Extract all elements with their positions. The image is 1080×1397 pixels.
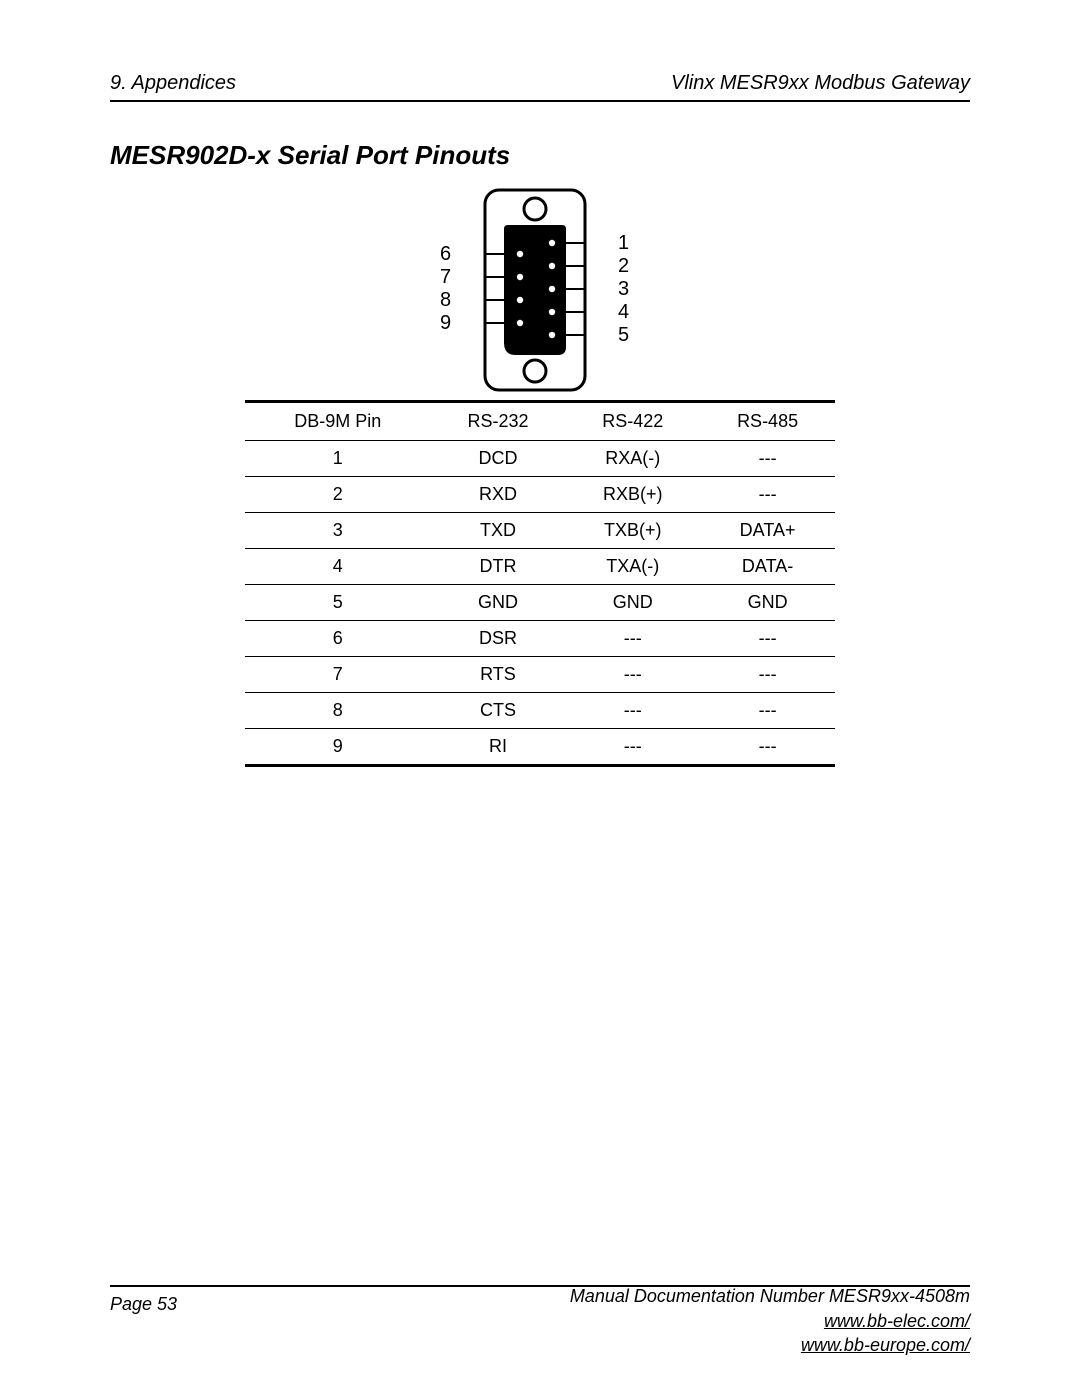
cell: RXA(-) [565, 441, 700, 477]
pin-label-2: 2 [618, 255, 629, 278]
connector-diagram: 6 7 8 9 1 2 3 4 5 [390, 185, 690, 395]
cell: CTS [431, 693, 566, 729]
cell: RTS [431, 657, 566, 693]
header-rule [110, 100, 970, 102]
cell: DATA+ [700, 513, 835, 549]
cell: --- [565, 621, 700, 657]
footer-right-block: Manual Documentation Number MESR9xx-4508… [570, 1285, 970, 1357]
table-row: 7 RTS --- --- [245, 657, 835, 693]
table-row: 2 RXD RXB(+) --- [245, 477, 835, 513]
table-row: 5 GND GND GND [245, 585, 835, 621]
cell: GND [565, 585, 700, 621]
cell: DTR [431, 549, 566, 585]
cell: --- [700, 441, 835, 477]
cell: 8 [245, 693, 431, 729]
table-header-row: DB-9M Pin RS-232 RS-422 RS-485 [245, 402, 835, 441]
cell: GND [431, 585, 566, 621]
pinout-table-wrap: DB-9M Pin RS-232 RS-422 RS-485 1 DCD RXA… [0, 400, 1080, 767]
cell: 9 [245, 729, 431, 766]
pin-label-8: 8 [440, 289, 451, 312]
page: 9. Appendices Vlinx MESR9xx Modbus Gatew… [0, 0, 1080, 1397]
cell: RXB(+) [565, 477, 700, 513]
table-row: 3 TXD TXB(+) DATA+ [245, 513, 835, 549]
connector-diagram-wrap: 6 7 8 9 1 2 3 4 5 [0, 185, 1080, 395]
db9-connector-icon [460, 185, 610, 395]
cell: RI [431, 729, 566, 766]
cell: --- [565, 693, 700, 729]
cell: RXD [431, 477, 566, 513]
footer-page-number: Page 53 [110, 1294, 177, 1315]
col-header-rs232: RS-232 [431, 402, 566, 441]
cell: --- [700, 729, 835, 766]
cell: DSR [431, 621, 566, 657]
cell: 6 [245, 621, 431, 657]
cell: 3 [245, 513, 431, 549]
cell: --- [700, 693, 835, 729]
table-row: 9 RI --- --- [245, 729, 835, 766]
pin-label-5: 5 [618, 324, 629, 347]
cell: TXD [431, 513, 566, 549]
col-header-rs485: RS-485 [700, 402, 835, 441]
pin-label-9: 9 [440, 312, 451, 335]
cell: 4 [245, 549, 431, 585]
col-header-rs422: RS-422 [565, 402, 700, 441]
cell: DCD [431, 441, 566, 477]
cell: --- [565, 657, 700, 693]
table-row: 8 CTS --- --- [245, 693, 835, 729]
cell: 1 [245, 441, 431, 477]
footer-link-1[interactable]: www.bb-elec.com/ [570, 1310, 970, 1333]
col-header-pin: DB-9M Pin [245, 402, 431, 441]
table-row: 6 DSR --- --- [245, 621, 835, 657]
pin-label-6: 6 [440, 243, 451, 266]
cell: --- [565, 729, 700, 766]
table-row: 4 DTR TXA(-) DATA- [245, 549, 835, 585]
footer-link-2[interactable]: www.bb-europe.com/ [570, 1334, 970, 1357]
table-row: 1 DCD RXA(-) --- [245, 441, 835, 477]
footer-doc-number: Manual Documentation Number MESR9xx-4508… [570, 1285, 970, 1308]
pin-label-3: 3 [618, 278, 629, 301]
cell: TXB(+) [565, 513, 700, 549]
section-title: MESR902D-x Serial Port Pinouts [110, 140, 510, 171]
cell: 7 [245, 657, 431, 693]
cell: --- [700, 621, 835, 657]
cell: 5 [245, 585, 431, 621]
cell: GND [700, 585, 835, 621]
header-left-text: 9. Appendices [110, 72, 236, 95]
pin-label-1: 1 [618, 232, 629, 255]
pin-label-7: 7 [440, 266, 451, 289]
pinout-table: DB-9M Pin RS-232 RS-422 RS-485 1 DCD RXA… [245, 400, 835, 767]
cell: TXA(-) [565, 549, 700, 585]
cell: 2 [245, 477, 431, 513]
cell: DATA- [700, 549, 835, 585]
cell: --- [700, 477, 835, 513]
cell: --- [700, 657, 835, 693]
pin-label-4: 4 [618, 301, 629, 324]
header-right-text: Vlinx MESR9xx Modbus Gateway [671, 72, 970, 95]
